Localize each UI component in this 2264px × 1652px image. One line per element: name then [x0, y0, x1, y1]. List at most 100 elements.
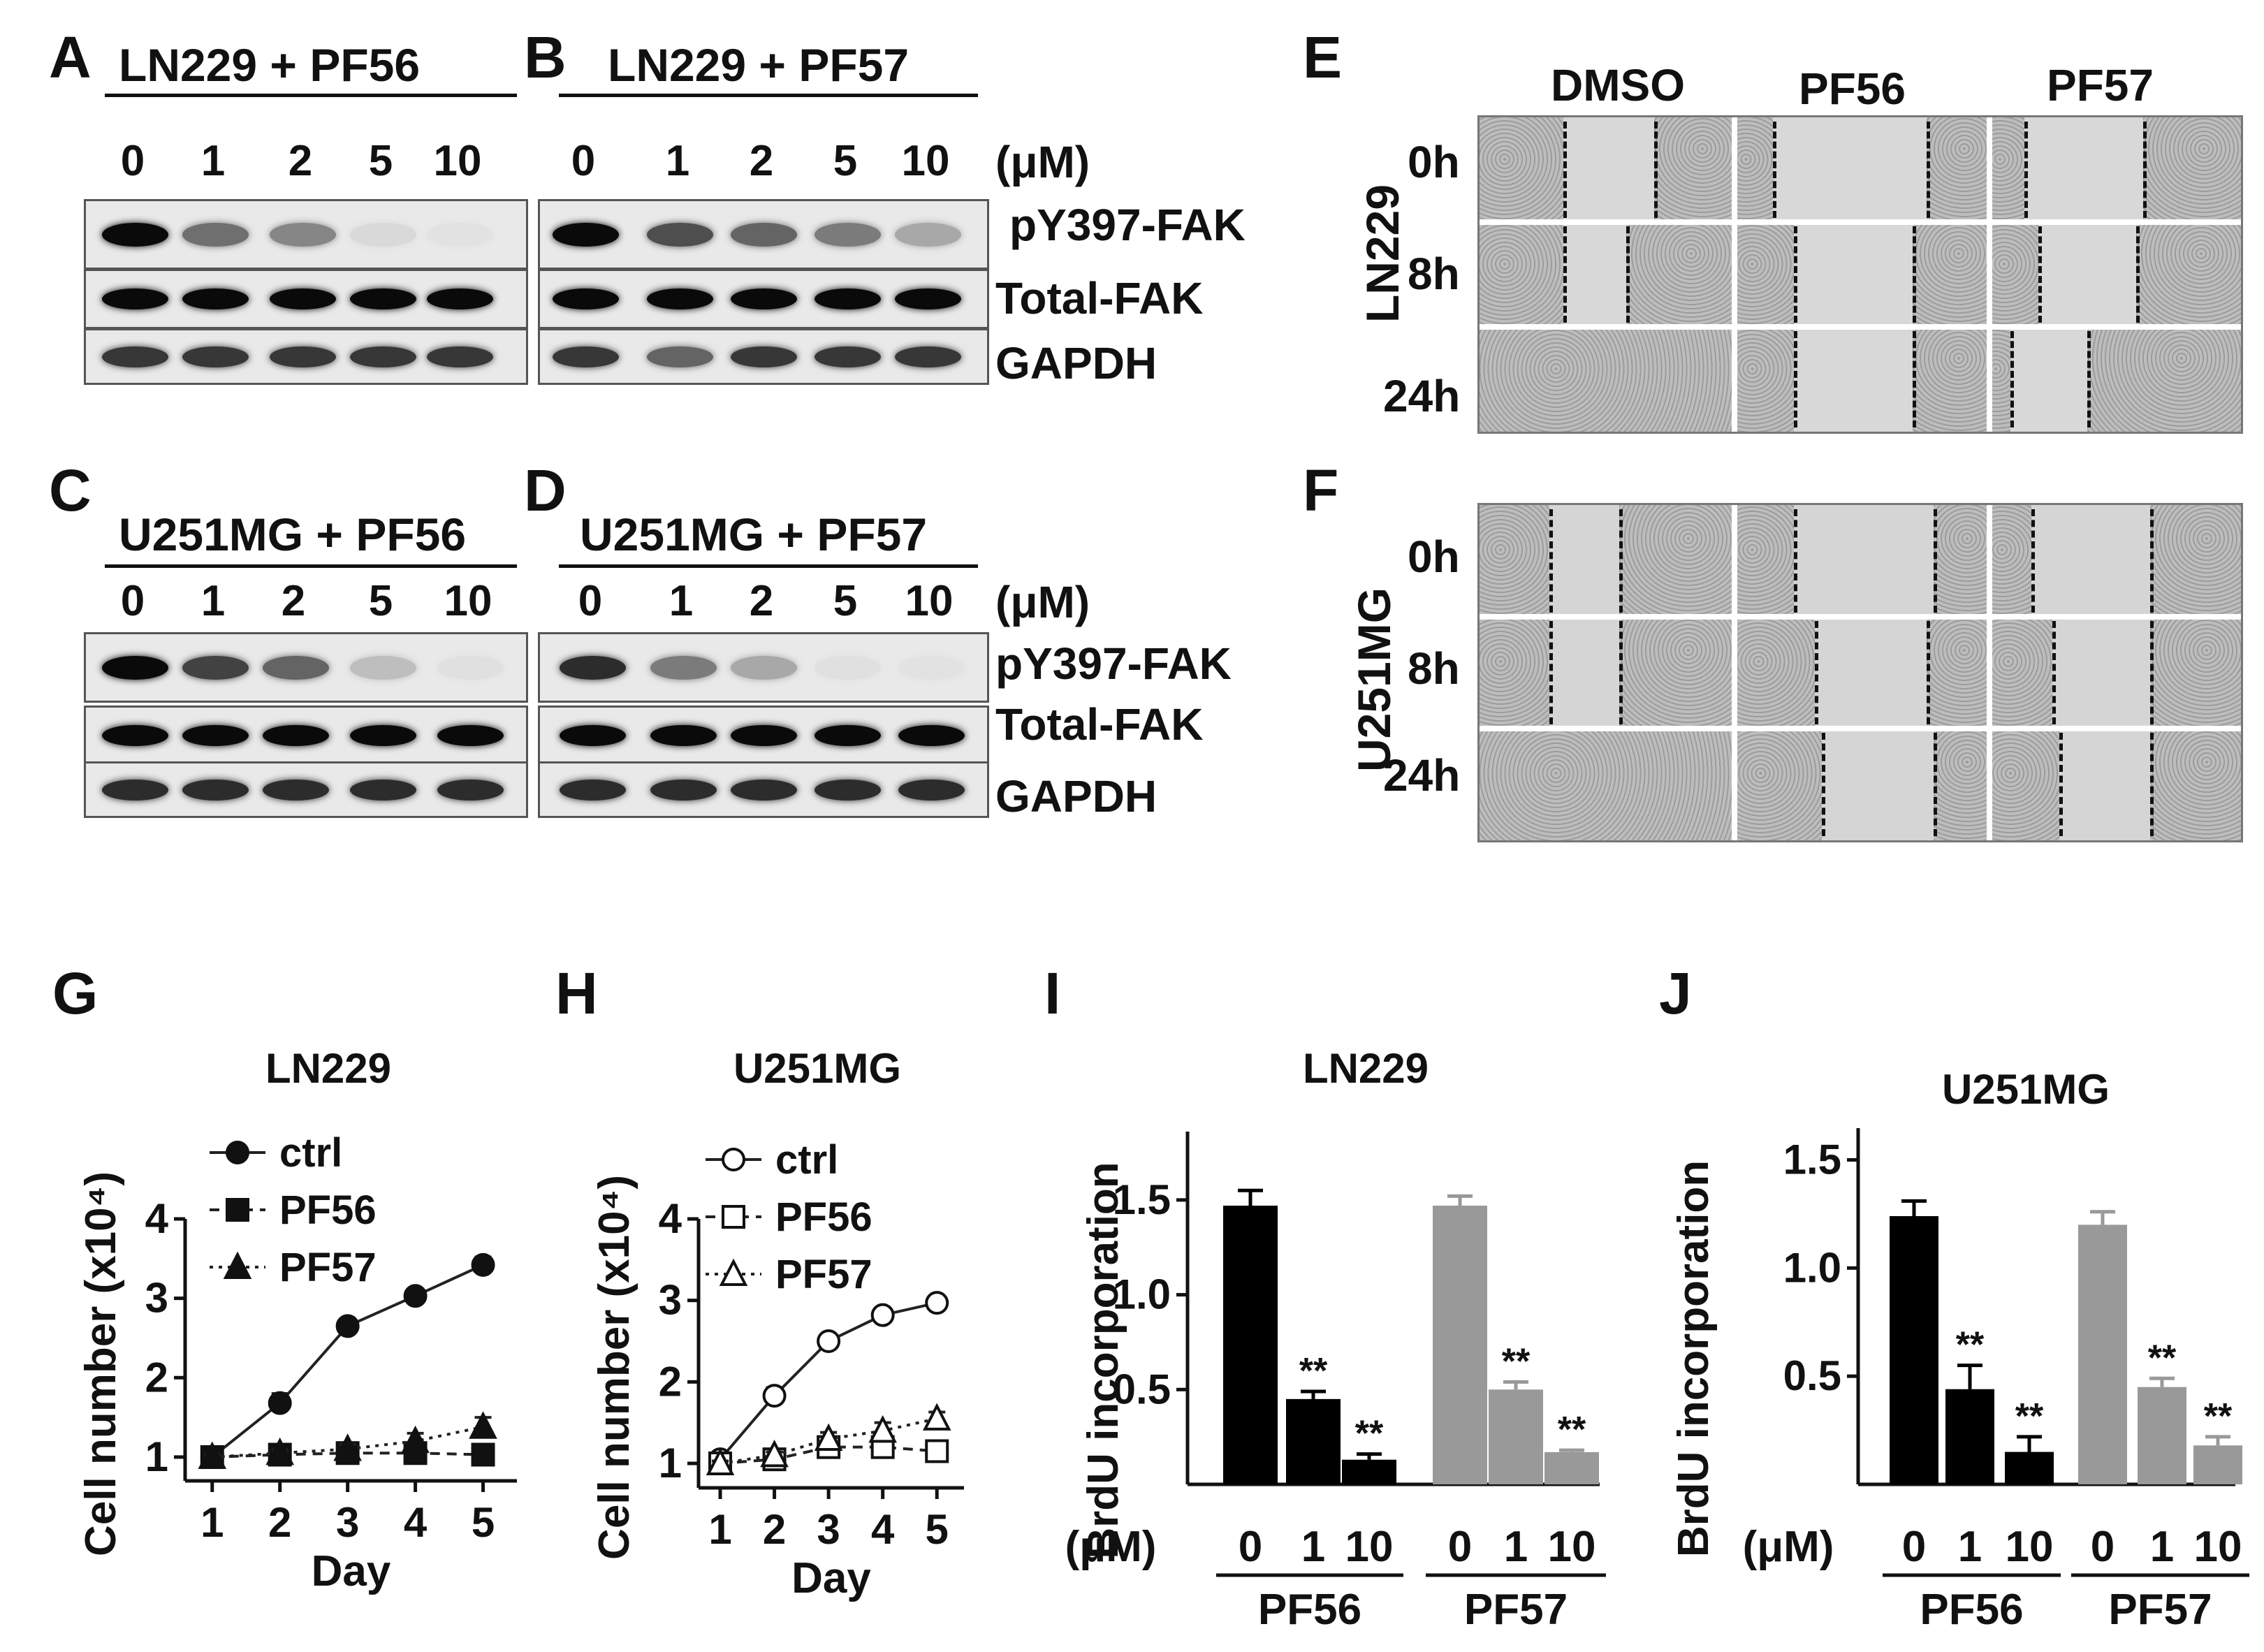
group-label: PF56 [1258, 1586, 1361, 1634]
blot-band [269, 346, 336, 367]
bar [2005, 1452, 2054, 1484]
x-tick-label: 2 [268, 1499, 291, 1546]
blot-strip [538, 269, 989, 329]
blot-band [349, 725, 416, 746]
cell-area [2150, 505, 2241, 617]
blot-label-GAPDH-bottom: GAPDH [995, 771, 1157, 821]
panel-A-title-underline [105, 94, 517, 97]
blot-band [646, 346, 713, 367]
dose-unit-label: (μM) [1743, 1523, 1834, 1571]
panel-letter-E: E [1303, 24, 1343, 90]
dose-tick-label: 10 [2194, 1523, 2242, 1571]
panel-D-title: U251MG + PF57 [580, 509, 928, 560]
significance-label: ** [2015, 1396, 2044, 1437]
blot-band [898, 725, 965, 746]
wound-edge-line [2031, 509, 2035, 613]
panel-D-unit: (μM) [995, 577, 1090, 627]
grid-divider [1480, 614, 2241, 620]
wound-edge-line [1619, 621, 1623, 724]
legend-marker [719, 1258, 748, 1286]
blot-band [814, 346, 881, 367]
legend-marker [722, 1148, 745, 1171]
dose-label: 10 [901, 137, 950, 185]
cell-area [1734, 117, 1773, 222]
blot-band [349, 346, 416, 367]
blot-band [426, 222, 493, 247]
y-tick-label: 4 [659, 1195, 682, 1242]
dose-label: 1 [200, 137, 226, 185]
panel-D-title-underline [559, 564, 978, 568]
x-tick-label: 4 [871, 1506, 895, 1553]
blot-strip [84, 199, 528, 270]
grid-divider [1732, 117, 1737, 432]
blot-strip [538, 199, 989, 270]
panel-F-time-8h: 8h [1408, 643, 1460, 694]
blot-strip [84, 761, 528, 818]
bar [2193, 1445, 2242, 1484]
blot-band [559, 655, 626, 680]
chart-title: U251MG [733, 1045, 901, 1092]
bar [1342, 1459, 1396, 1484]
grid-divider [1987, 505, 1992, 840]
col-label-dmso: DMSO [1551, 60, 1685, 110]
dose-tick-label: 1 [1301, 1523, 1325, 1571]
data-point-ctrl [403, 1284, 428, 1308]
data-point-PF56 [471, 1442, 495, 1467]
blot-band [437, 725, 504, 746]
blot-band [730, 288, 797, 309]
blot-band [182, 725, 249, 746]
grid-divider [1480, 726, 2241, 731]
blot-band [101, 288, 168, 309]
cell-area [1989, 729, 2059, 840]
bar [1433, 1206, 1487, 1484]
data-point-ctrl [762, 1384, 787, 1408]
y-axis-label: BrdU incorporation [1079, 1162, 1127, 1558]
wound-edge-line [1794, 331, 1797, 427]
chart-title: U251MG [1942, 1066, 2110, 1113]
grid-divider [1480, 324, 2241, 330]
wound-edge-line [1927, 621, 1930, 724]
blot-strip [538, 761, 989, 818]
dose-label: 10 [444, 577, 492, 625]
bar [2078, 1225, 2127, 1484]
wound-edge-line [1815, 621, 1818, 724]
legend-marker [226, 1198, 249, 1222]
blot-band [650, 779, 717, 801]
blot-strip [84, 632, 528, 703]
cell-area [1734, 729, 1822, 840]
micrograph-grid [1477, 503, 2243, 842]
x-tick-label: 1 [708, 1506, 731, 1553]
legend-label: ctrl [775, 1137, 838, 1183]
dose-label: 5 [833, 137, 858, 185]
dose-tick-label: 0 [1239, 1523, 1262, 1571]
wound-edge-line [1913, 331, 1916, 427]
bar [1945, 1389, 1994, 1484]
cell-area [1626, 222, 1734, 327]
dose-label: 2 [749, 137, 774, 185]
dose-label: 0 [578, 577, 603, 625]
blot-label-pY397-FAK-bottom: pY397-FAK [995, 638, 1232, 689]
blot-band [182, 655, 249, 680]
wound-edge-line [1654, 122, 1658, 218]
grid-divider [1732, 505, 1737, 840]
wound-edge-line [1563, 122, 1567, 218]
cell-area [1934, 729, 1989, 840]
blot-label-total-FAK-bottom: Total-FAK [995, 699, 1204, 750]
bar [2138, 1387, 2186, 1484]
data-point-PF57 [868, 1415, 897, 1443]
panel-B-title: LN229 + PF57 [608, 39, 910, 91]
wound-edge-line [1794, 509, 1797, 613]
blot-band [426, 288, 493, 309]
panel-letter-H: H [555, 960, 598, 1026]
group-label: PF56 [1920, 1586, 2023, 1634]
y-tick-label: 1.0 [1113, 1271, 1171, 1318]
blot-band [814, 288, 881, 309]
blot-band [101, 725, 168, 746]
cell-area [2150, 617, 2241, 729]
wound-edge-line [1549, 621, 1553, 724]
data-point-PF57 [922, 1403, 951, 1431]
x-tick-label: 1 [200, 1499, 224, 1546]
cell-area [2136, 222, 2241, 327]
blot-band [262, 725, 329, 746]
